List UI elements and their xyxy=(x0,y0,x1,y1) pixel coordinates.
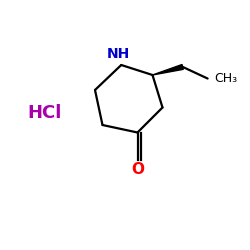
Text: O: O xyxy=(131,162,144,177)
Polygon shape xyxy=(152,64,183,75)
Text: CH₃: CH₃ xyxy=(214,72,238,85)
Text: NH: NH xyxy=(107,47,130,61)
Text: HCl: HCl xyxy=(28,104,62,122)
